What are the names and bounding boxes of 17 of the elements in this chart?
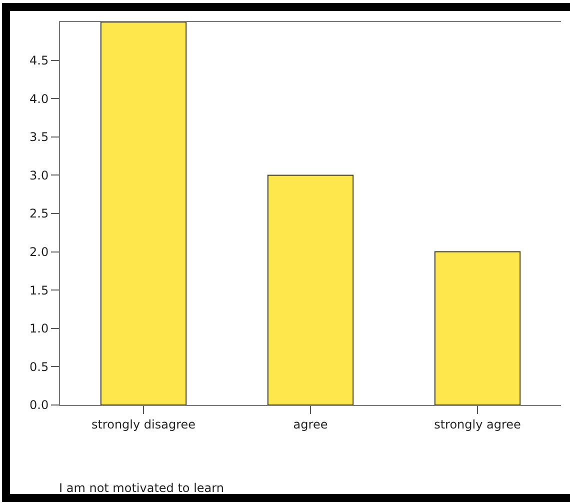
y-tick-label: 0.0 — [30, 398, 49, 412]
y-tick-label: 3.0 — [30, 168, 49, 182]
bar — [267, 174, 354, 405]
x-tick-label: strongly disagree — [91, 417, 196, 432]
x-axis-title: I am not motivated to learn — [59, 481, 224, 495]
y-tick-label: 1.0 — [30, 322, 49, 336]
bar — [100, 22, 187, 405]
bar — [434, 251, 521, 405]
y-tick-label: 1.5 — [30, 283, 49, 298]
y-tick-label: 4.0 — [30, 92, 49, 106]
x-tick-label: agree — [293, 417, 328, 432]
y-tick-label: 4.5 — [30, 54, 49, 68]
y-tick-label: 2.0 — [30, 245, 49, 259]
y-tick-label: 0.5 — [30, 360, 49, 374]
y-tick-label: 2.5 — [30, 206, 49, 221]
y-tick-label: 3.5 — [30, 130, 49, 144]
x-tick-label: strongly agree — [434, 417, 521, 432]
